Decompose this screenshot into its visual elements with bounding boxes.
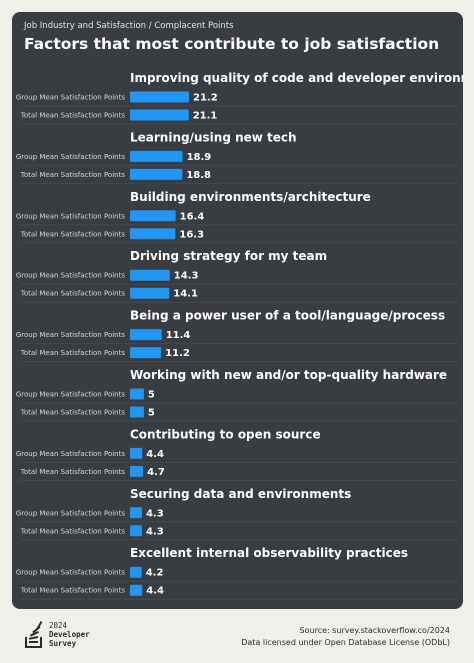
bar	[130, 228, 176, 240]
bar	[130, 566, 142, 578]
bar-value-label: 16.3	[179, 229, 204, 240]
bar-value-label: 21.1	[193, 111, 218, 122]
bar-value-label: 11.2	[165, 348, 190, 359]
series-label: Total Mean Satisfaction Points	[20, 409, 126, 417]
group-title: Building environments/architecture	[130, 190, 371, 204]
series-label: Total Mean Satisfaction Points	[20, 349, 126, 357]
series-label: Total Mean Satisfaction Points	[20, 112, 126, 120]
bar-chart: Improving quality of code and developer …	[16, 71, 463, 600]
series-label: Total Mean Satisfaction Points	[20, 230, 126, 238]
logo-text-survey: Survey	[49, 639, 77, 648]
group-title: Securing data and environments	[130, 487, 351, 501]
bar	[130, 109, 189, 121]
bar-value-label: 14.3	[174, 271, 199, 282]
series-label: Total Mean Satisfaction Points	[20, 527, 126, 535]
bar	[130, 91, 189, 103]
bar	[130, 584, 143, 596]
page-title: Factors that most contribute to job sati…	[24, 35, 440, 53]
bar-value-label: 18.8	[186, 170, 211, 181]
series-label: Total Mean Satisfaction Points	[20, 171, 126, 179]
series-label: Group Mean Satisfaction Points	[16, 569, 126, 577]
bar-value-label: 11.4	[166, 330, 191, 341]
bar	[130, 150, 183, 162]
series-label: Group Mean Satisfaction Points	[16, 450, 126, 458]
bar	[130, 347, 162, 359]
series-label: Group Mean Satisfaction Points	[16, 391, 126, 399]
stack-logo-icon	[25, 621, 43, 648]
bar	[130, 447, 143, 459]
group-title: Learning/using new tech	[130, 130, 297, 144]
bar-value-label: 5	[148, 408, 155, 419]
bar-value-label: 18.9	[187, 152, 212, 163]
series-label: Group Mean Satisfaction Points	[16, 272, 126, 280]
bar	[130, 388, 144, 400]
bar-value-label: 4.3	[146, 508, 164, 519]
series-label: Total Mean Satisfaction Points	[20, 587, 126, 595]
bar	[130, 269, 170, 281]
license-text: Data licensed under Open Database Licens…	[241, 638, 450, 647]
bar	[130, 525, 142, 537]
series-label: Group Mean Satisfaction Points	[16, 153, 126, 161]
group-title: Driving strategy for my team	[130, 249, 327, 263]
bar-value-label: 5	[148, 390, 155, 401]
bar	[130, 210, 176, 222]
bar	[130, 406, 144, 418]
survey-logo: 2024 Developer Survey	[24, 621, 134, 649]
series-label: Group Mean Satisfaction Points	[16, 509, 126, 517]
bar	[130, 507, 142, 519]
series-label: Total Mean Satisfaction Points	[20, 290, 126, 298]
bar-value-label: 21.2	[193, 93, 218, 104]
group-title: Working with new and/or top-quality hard…	[130, 368, 447, 382]
bar	[130, 329, 162, 341]
bar	[130, 465, 144, 477]
bar-value-label: 4.3	[146, 526, 164, 537]
group-title: Improving quality of code and developer …	[130, 71, 463, 85]
bar	[130, 287, 170, 299]
series-label: Total Mean Satisfaction Points	[20, 468, 126, 476]
breadcrumb: Job Industry and Satisfaction / Complace…	[24, 21, 234, 31]
bar-value-label: 16.4	[180, 211, 205, 222]
series-label: Group Mean Satisfaction Points	[16, 94, 126, 102]
bar-value-label: 4.7	[147, 467, 165, 478]
bar-value-label: 4.4	[146, 449, 164, 460]
group-title: Excellent internal observability practic…	[130, 546, 408, 560]
group-title: Contributing to open source	[130, 427, 321, 441]
logo-year: 2024	[49, 621, 68, 630]
series-label: Group Mean Satisfaction Points	[16, 212, 126, 220]
chart-card: Job Industry and Satisfaction / Complace…	[12, 12, 463, 609]
bar-value-label: 4.2	[146, 568, 164, 579]
series-label: Group Mean Satisfaction Points	[16, 331, 126, 339]
bar-value-label: 4.4	[146, 586, 164, 597]
source-text: Source: survey.stackoverflow.co/2024	[299, 626, 450, 635]
logo-text-developer: Developer	[49, 630, 90, 639]
group-title: Being a power user of a tool/language/pr…	[130, 309, 445, 323]
bar	[130, 168, 183, 180]
bar-value-label: 14.1	[173, 289, 198, 300]
